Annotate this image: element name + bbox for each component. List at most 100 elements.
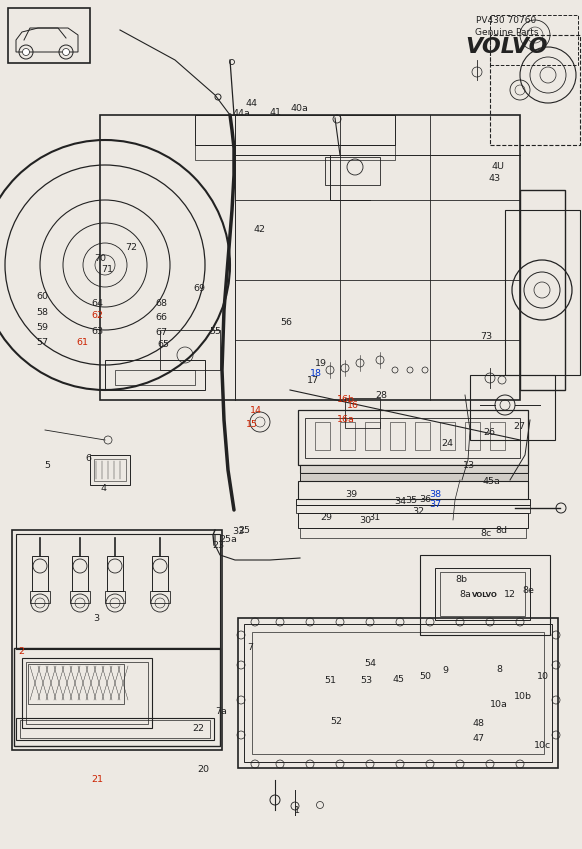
Text: 24: 24 [441,439,453,447]
Text: 3: 3 [93,614,99,622]
Bar [107,556,123,591]
Text: 13: 13 [463,461,475,469]
Bar [315,422,330,450]
Text: 63: 63 [92,327,104,335]
Text: 55: 55 [210,327,221,335]
Text: 73: 73 [481,332,492,340]
Text: 2: 2 [18,647,24,655]
Bar [238,618,558,768]
Text: 30: 30 [360,516,371,525]
Bar [70,591,90,603]
Text: 8d: 8d [496,526,508,535]
Text: 56: 56 [281,318,292,327]
Bar [300,465,528,473]
Text: 16a: 16a [337,415,354,424]
Text: 70: 70 [94,255,106,263]
Text: 58: 58 [37,308,48,317]
Bar [152,556,168,591]
Text: 27: 27 [513,422,525,430]
Text: 47: 47 [473,734,484,743]
Text: 33: 33 [232,527,245,536]
Text: 71: 71 [101,266,113,274]
Bar [115,370,195,385]
Bar [505,210,580,375]
Text: 44: 44 [246,99,257,108]
Bar [345,398,380,428]
Text: Genuine Parts: Genuine Parts [474,28,538,37]
Bar [16,534,220,649]
Text: 25a: 25a [219,536,237,544]
Bar [420,555,550,635]
Text: 5: 5 [45,461,51,469]
Text: 68: 68 [156,300,168,308]
Text: 45: 45 [392,675,404,683]
Bar [300,528,526,538]
Text: 35: 35 [405,497,417,505]
Text: 32: 32 [412,507,424,515]
Text: 45a: 45a [483,477,501,486]
Text: 54: 54 [364,660,376,668]
Bar [305,418,520,458]
Bar [296,505,530,513]
Bar [298,410,528,465]
Bar [340,422,355,450]
Text: 4: 4 [101,484,107,492]
Text: 10c: 10c [534,741,551,750]
Bar [296,499,530,505]
Bar [12,530,222,750]
Text: 4U: 4U [491,162,504,171]
Bar [244,624,552,762]
Bar [14,648,220,746]
Text: 31: 31 [368,514,380,522]
Bar [160,330,220,370]
Text: 29: 29 [320,514,332,522]
Text: 37: 37 [430,500,441,509]
Text: 62: 62 [92,312,104,320]
Text: 19: 19 [315,359,327,368]
Circle shape [62,48,69,55]
Bar [298,481,528,499]
Text: 41: 41 [270,109,282,117]
Text: 25: 25 [239,526,250,535]
Text: 16: 16 [347,402,359,410]
Text: 28: 28 [376,391,388,400]
Text: 53: 53 [361,677,372,685]
Bar [90,455,130,485]
Text: 8e: 8e [523,586,534,594]
Bar [440,572,525,616]
Text: 20: 20 [198,765,210,773]
Text: 17: 17 [307,376,319,385]
Text: 8a: 8a [460,590,471,599]
Text: 59: 59 [37,323,48,332]
Bar [465,422,480,450]
Text: 67: 67 [156,329,168,337]
Bar [8,8,90,63]
Text: 8: 8 [496,665,502,673]
Circle shape [23,48,30,55]
Text: 39: 39 [346,490,357,498]
Text: 61: 61 [77,338,88,346]
Text: 60: 60 [37,292,48,301]
Bar [26,662,148,724]
Bar [20,720,210,738]
Text: 18: 18 [310,369,321,378]
Text: 7a: 7a [215,707,227,716]
Text: 22: 22 [192,724,204,733]
Bar [435,568,530,620]
Text: 14: 14 [250,407,262,415]
Text: 36: 36 [419,495,431,503]
Bar [16,718,214,740]
Bar [298,513,528,528]
Bar [94,459,126,481]
Bar [490,15,578,65]
Text: 48: 48 [473,719,484,728]
Text: 6: 6 [86,454,91,463]
Bar [390,422,405,450]
Text: VOLVO: VOLVO [472,592,498,598]
Text: 9: 9 [443,666,449,675]
Bar [300,473,528,481]
Text: 51: 51 [325,677,336,685]
Text: 50: 50 [419,672,431,681]
Text: 72: 72 [125,244,137,252]
Text: 40a: 40a [290,104,308,113]
